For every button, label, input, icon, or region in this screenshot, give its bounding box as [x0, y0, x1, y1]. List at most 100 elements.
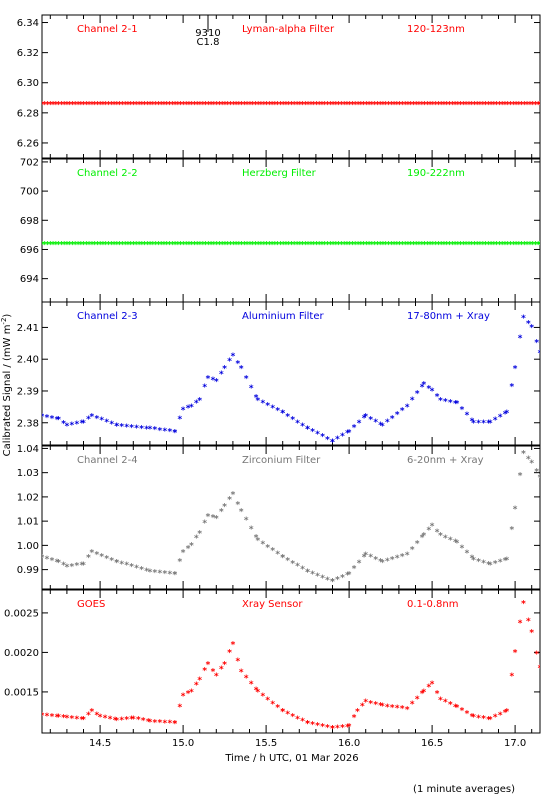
data-point: *: [106, 240, 111, 250]
data-point: *: [119, 560, 124, 570]
data-point: *: [505, 240, 510, 250]
data-point: *: [438, 696, 443, 706]
data-point: *: [49, 414, 54, 424]
data-point: *: [475, 101, 480, 111]
data-point: *: [330, 240, 335, 250]
data-point: *: [145, 240, 150, 250]
data-point: *: [278, 240, 283, 250]
data-point: *: [227, 495, 232, 505]
data-point: *: [335, 576, 340, 586]
data-point: *: [145, 101, 150, 111]
data-point: *: [120, 240, 125, 250]
data-point: *: [358, 240, 363, 250]
data-point: *: [156, 101, 161, 111]
data-point: *: [61, 561, 66, 571]
data-point: *: [54, 713, 59, 723]
data-point: *: [533, 101, 538, 111]
data-point: *: [330, 578, 335, 588]
data-point: *: [328, 240, 333, 250]
data-point: *: [517, 472, 522, 482]
data-point: *: [322, 240, 327, 250]
data-point: *: [492, 559, 497, 569]
data-point: *: [317, 101, 322, 111]
data-point: *: [340, 723, 345, 733]
data-point: *: [227, 357, 232, 367]
data-point: *: [469, 101, 474, 111]
data-point: *: [114, 558, 119, 568]
data-point: *: [373, 555, 378, 565]
data-series: ****************************************…: [42, 599, 540, 733]
data-point: *: [235, 360, 240, 370]
data-point: *: [45, 101, 50, 111]
data-point: *: [131, 240, 136, 250]
data-point: *: [372, 101, 377, 111]
data-point: *: [461, 101, 466, 111]
y-axis-label: Calibrated Signal / (mW m-2): [0, 314, 13, 457]
data-point: *: [295, 562, 300, 572]
data-point: *: [181, 101, 186, 111]
data-point: *: [197, 101, 202, 111]
data-point: *: [275, 550, 280, 560]
data-point: *: [280, 240, 285, 250]
data-point: *: [194, 399, 199, 409]
data-point: *: [39, 412, 44, 422]
data-point: *: [92, 240, 97, 250]
data-point: *: [214, 377, 219, 387]
data-point: *: [509, 525, 514, 535]
data-point: *: [202, 519, 207, 529]
data-point: *: [172, 720, 177, 730]
data-point: *: [471, 713, 476, 723]
data-point: *: [280, 708, 285, 718]
data-point: *: [70, 101, 75, 111]
data-point: *: [450, 101, 455, 111]
data-point: *: [414, 695, 419, 705]
data-point: *: [389, 240, 394, 250]
data-point: *: [325, 101, 330, 111]
data-point: *: [383, 101, 388, 111]
data-point: *: [222, 101, 227, 111]
data-point: *: [512, 505, 517, 515]
data-point: *: [404, 705, 409, 715]
data-point: *: [146, 718, 151, 728]
data-point: *: [109, 420, 114, 430]
data-point: *: [189, 403, 194, 413]
data-point: *: [219, 101, 224, 111]
data-point: *: [286, 240, 291, 250]
data-point: *: [236, 101, 241, 111]
data-point: *: [283, 240, 288, 250]
y-tick-label: 2.40: [17, 355, 39, 366]
data-point: *: [192, 240, 197, 250]
data-point: *: [537, 101, 542, 111]
x-axis-label: Time / h UTC, 01 Mar 2026: [224, 753, 358, 764]
data-point: *: [139, 566, 144, 576]
data-point: *: [129, 563, 134, 573]
data-point: *: [444, 101, 449, 111]
data-point: *: [192, 101, 197, 111]
data-point: *: [391, 101, 396, 111]
data-point: *: [81, 419, 86, 429]
data-point: *: [372, 240, 377, 250]
data-point: *: [75, 101, 80, 111]
data-point: *: [454, 704, 459, 714]
data-point: *: [185, 689, 190, 699]
data-point: *: [314, 240, 319, 250]
data-point: *: [161, 240, 166, 250]
data-point: *: [390, 703, 395, 713]
data-point: *: [524, 240, 529, 250]
data-point: *: [317, 240, 322, 250]
data-point: *: [152, 426, 157, 436]
data-point: *: [156, 240, 161, 250]
data-point: *: [297, 240, 302, 250]
data-point: *: [260, 399, 265, 409]
data-point: *: [64, 240, 69, 250]
data-point: *: [395, 410, 400, 420]
data-point: *: [438, 240, 443, 250]
data-point: *: [247, 101, 252, 111]
data-point: *: [339, 101, 344, 111]
data-point: *: [49, 556, 54, 566]
data-point: *: [310, 428, 315, 438]
panel-channel-label: GOES: [77, 599, 105, 610]
data-point: *: [411, 240, 416, 250]
data-point: *: [243, 374, 248, 384]
data-point: *: [405, 101, 410, 111]
